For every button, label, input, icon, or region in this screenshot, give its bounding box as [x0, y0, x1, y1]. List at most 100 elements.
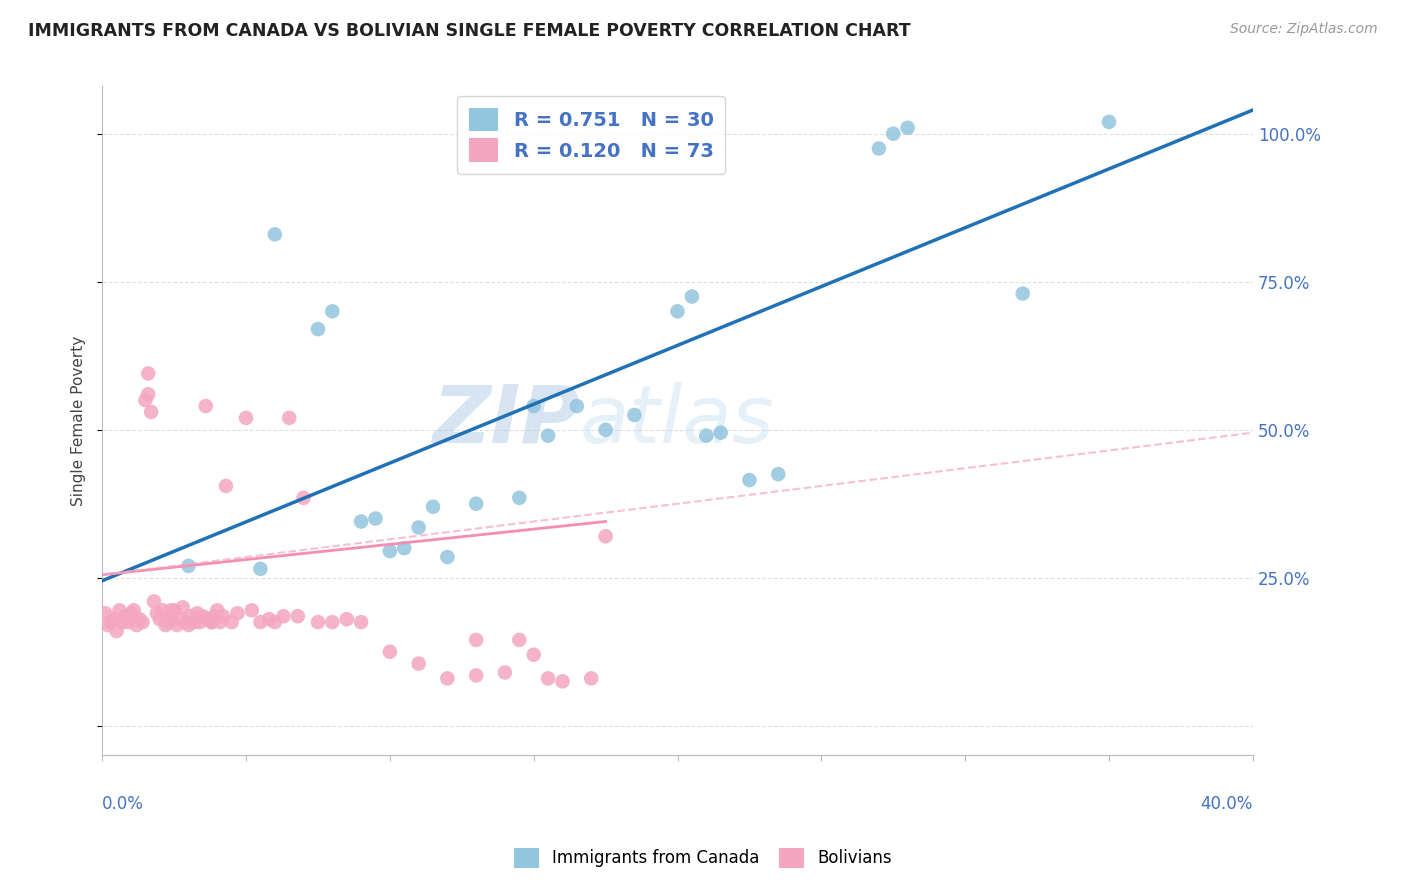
Point [868, 142, 890, 156]
Point [695, 428, 717, 442]
Point [710, 425, 733, 440]
Text: Source: ZipAtlas.com: Source: ZipAtlas.com [1230, 22, 1378, 37]
Point [422, 500, 444, 514]
Point [163, 603, 186, 617]
Point [465, 668, 488, 682]
Text: 0.0%: 0.0% [103, 796, 143, 814]
Point [508, 491, 530, 505]
Point [287, 609, 309, 624]
Point [207, 603, 229, 617]
Point [494, 665, 516, 680]
Point [681, 289, 703, 303]
Point [595, 529, 617, 543]
Point [257, 612, 280, 626]
Point [307, 615, 329, 629]
Point [537, 672, 560, 686]
Point [125, 618, 148, 632]
Point [143, 594, 166, 608]
Point [188, 615, 211, 629]
Point [174, 615, 197, 629]
Point [278, 410, 301, 425]
Text: IMMIGRANTS FROM CANADA VS BOLIVIAN SINGLE FEMALE POVERTY CORRELATION CHART: IMMIGRANTS FROM CANADA VS BOLIVIAN SINGL… [28, 22, 911, 40]
Point [565, 399, 588, 413]
Point [292, 491, 315, 505]
Point [94, 607, 117, 621]
Point [408, 520, 430, 534]
Point [157, 615, 180, 629]
Point [152, 603, 174, 617]
Legend: R = 0.751   N = 30, R = 0.120   N = 73: R = 0.751 N = 30, R = 0.120 N = 73 [457, 96, 725, 174]
Point [249, 562, 271, 576]
Point [465, 497, 488, 511]
Point [200, 615, 222, 629]
Point [882, 127, 904, 141]
Text: atlas: atlas [579, 382, 775, 460]
Point [172, 600, 194, 615]
Point [523, 399, 546, 413]
Point [226, 607, 249, 621]
Point [378, 544, 401, 558]
Point [134, 393, 156, 408]
Point [103, 612, 125, 626]
Point [666, 304, 689, 318]
Point [114, 609, 136, 624]
Point [212, 609, 235, 624]
Text: ZIP: ZIP [433, 382, 579, 460]
Point [897, 120, 920, 135]
Point [766, 467, 789, 482]
Point [194, 399, 217, 413]
Point [581, 672, 603, 686]
Point [180, 609, 202, 624]
Point [1011, 286, 1033, 301]
Point [209, 615, 232, 629]
Point [263, 227, 285, 242]
Point [235, 410, 257, 425]
Point [160, 603, 183, 617]
Point [240, 603, 263, 617]
Point [623, 408, 645, 422]
Point [155, 618, 177, 632]
Point [177, 618, 200, 632]
Point [321, 615, 343, 629]
Point [394, 541, 416, 556]
Point [307, 322, 329, 336]
Point [508, 632, 530, 647]
Point [595, 423, 617, 437]
Point [551, 674, 574, 689]
Point [131, 615, 153, 629]
Point [105, 624, 128, 638]
Point [100, 615, 122, 629]
Point [465, 632, 488, 647]
Point [364, 511, 387, 525]
Point [215, 479, 238, 493]
Point [273, 609, 295, 624]
Text: 40.0%: 40.0% [1201, 796, 1253, 814]
Point [146, 607, 169, 621]
Point [523, 648, 546, 662]
Point [111, 615, 134, 629]
Point [221, 615, 243, 629]
Point [149, 612, 172, 626]
Point [378, 645, 401, 659]
Point [537, 428, 560, 442]
Point [263, 615, 285, 629]
Point [336, 612, 359, 626]
Point [186, 607, 208, 621]
Point [136, 367, 159, 381]
Legend: Immigrants from Canada, Bolivians: Immigrants from Canada, Bolivians [508, 841, 898, 875]
Point [166, 618, 188, 632]
Point [197, 612, 219, 626]
Point [136, 387, 159, 401]
Point [200, 615, 222, 629]
Point [108, 603, 131, 617]
Point [202, 609, 225, 624]
Point [122, 603, 145, 617]
Point [139, 405, 162, 419]
Point [120, 607, 142, 621]
Point [408, 657, 430, 671]
Point [169, 612, 191, 626]
Point [249, 615, 271, 629]
Point [321, 304, 343, 318]
Point [183, 615, 205, 629]
Point [738, 473, 761, 487]
